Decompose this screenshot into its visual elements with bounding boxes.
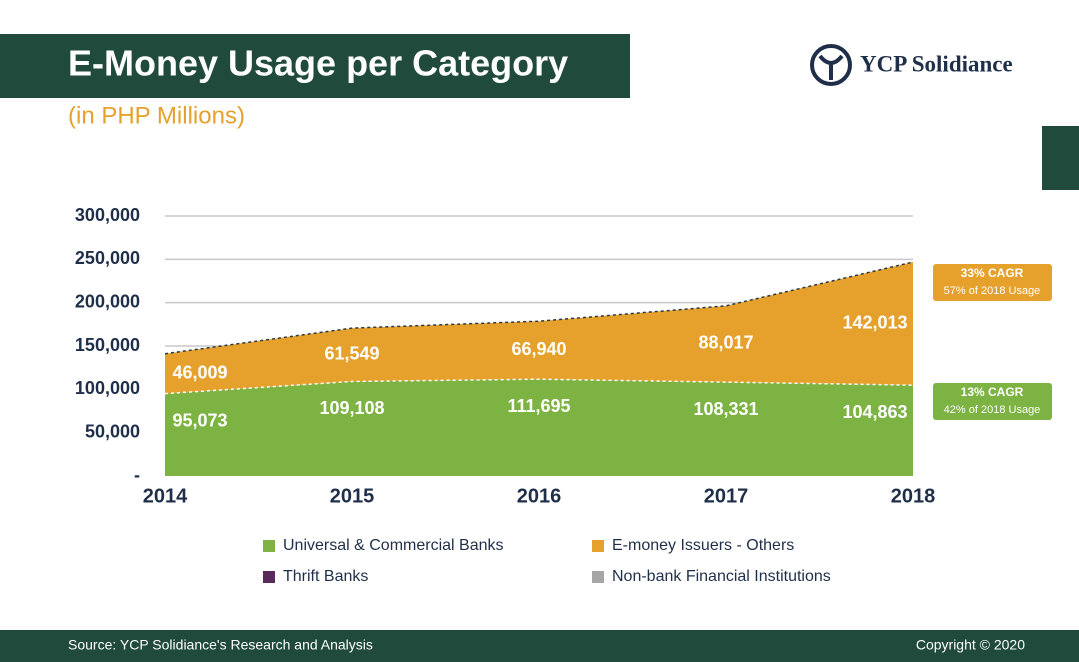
value-label: 109,108 xyxy=(319,398,384,418)
side-tab xyxy=(1042,126,1079,190)
x-tick-label: 2015 xyxy=(330,485,375,507)
value-label: 104,863 xyxy=(842,402,907,422)
logo-mark xyxy=(818,54,844,80)
value-label: 66,940 xyxy=(511,339,566,359)
footer-bar xyxy=(0,630,1079,662)
area xyxy=(165,262,913,394)
y-tick-label: 250,000 xyxy=(75,248,140,268)
logo-ring xyxy=(810,44,852,86)
y-tick-label: 100,000 xyxy=(75,378,140,398)
x-tick-label: 2014 xyxy=(143,485,188,507)
value-label: 111,695 xyxy=(507,396,570,416)
y-tick-label: - xyxy=(134,465,140,485)
area xyxy=(165,379,913,476)
legend-label: Non-bank Financial Institutions xyxy=(612,568,831,585)
annotation-title: 33% CAGR xyxy=(961,266,1024,280)
legend-swatch xyxy=(263,540,275,552)
value-label: 142,013 xyxy=(842,312,907,332)
annotation-text: 42% of 2018 Usage xyxy=(944,404,1041,416)
x-tick-label: 2018 xyxy=(891,485,936,507)
chart-subtitle: (in PHP Millions) xyxy=(68,102,245,129)
value-label: 46,009 xyxy=(172,362,227,382)
value-label: 108,331 xyxy=(693,399,758,419)
annotation-box xyxy=(933,383,1052,420)
annotation-title: 13% CAGR xyxy=(961,385,1024,399)
y-tick-label: 200,000 xyxy=(75,291,140,311)
footer-source: Source: YCP Solidiance's Research and An… xyxy=(68,637,373,653)
y-tick-label: 300,000 xyxy=(75,205,140,225)
legend-swatch xyxy=(263,571,275,583)
y-tick-label: 150,000 xyxy=(75,335,140,355)
annotation-text: 57% of 2018 Usage xyxy=(944,285,1041,297)
value-label: 88,017 xyxy=(698,333,753,353)
logo-text: YCP Solidiance xyxy=(860,51,1013,76)
x-tick-label: 2016 xyxy=(517,485,562,507)
y-tick-label: 50,000 xyxy=(85,421,140,441)
footer-copyright: Copyright © 2020 xyxy=(916,637,1025,653)
area-edge xyxy=(164,378,914,395)
value-label: 95,073 xyxy=(172,410,227,430)
legend-label: Thrift Banks xyxy=(283,568,368,585)
logo: YCP Solidiance xyxy=(810,44,1013,86)
legend-label: Universal & Commercial Banks xyxy=(283,537,504,554)
title-bar xyxy=(0,34,630,98)
legend-swatch xyxy=(592,540,604,552)
legend-label: E-money Issuers - Others xyxy=(612,537,794,554)
x-tick-label: 2017 xyxy=(704,485,749,507)
legend-swatch xyxy=(592,571,604,583)
value-label: 61,549 xyxy=(324,344,379,364)
annotation-box xyxy=(933,264,1052,301)
chart-title: E-Money Usage per Category xyxy=(68,43,568,84)
